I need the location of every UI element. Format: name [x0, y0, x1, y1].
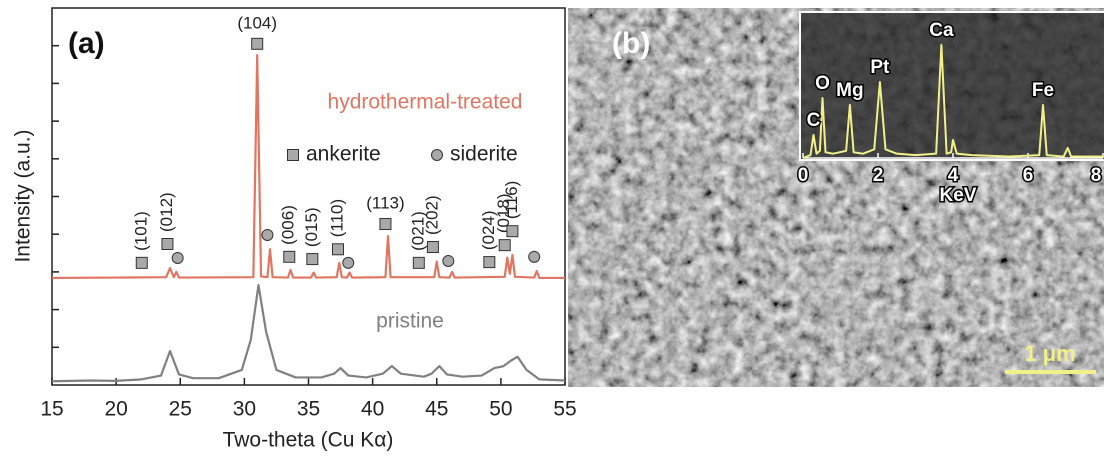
x-tick-label: 40	[361, 398, 384, 421]
marker-circle	[171, 251, 184, 264]
x-tick-label: 50	[489, 398, 512, 421]
panel-label: (a)	[68, 27, 105, 60]
panel-label: (b)	[612, 27, 650, 60]
marker-square	[506, 225, 519, 238]
legend-marker	[287, 149, 299, 161]
marker-circle	[442, 254, 455, 267]
data-line	[51, 54, 565, 280]
peak-label: (012)	[157, 192, 176, 232]
inset-x-tick-label: 4	[948, 165, 959, 186]
inset-peak-label: Ca	[929, 20, 954, 41]
x-tick-label: 30	[233, 398, 256, 421]
inset-peak-label: Mg	[836, 80, 863, 101]
inset-x-tick-label: 8	[1091, 165, 1102, 186]
peak-label: (104)	[237, 13, 277, 32]
marker-square	[161, 238, 174, 251]
peak-label: (018)	[494, 193, 513, 233]
peak-label: (110)	[327, 199, 346, 237]
peak-label: (006)	[279, 205, 298, 245]
legend-label: ankerite	[306, 143, 381, 166]
marker-square	[426, 241, 439, 254]
peak-label: (101)	[131, 211, 150, 251]
x-tick-label: 25	[169, 398, 192, 421]
peak-label: (024)	[479, 210, 498, 250]
data-line	[51, 284, 566, 383]
series-label: pristine	[376, 310, 444, 333]
marker-square	[135, 256, 148, 269]
peak-label: (113)	[366, 194, 404, 213]
inset-peak-label: O	[815, 73, 830, 94]
inset-peak-label: Fe	[1032, 80, 1054, 101]
marker-square	[306, 253, 319, 266]
marker-circle	[342, 256, 355, 269]
series-label: hydrothermal-treated	[328, 91, 523, 114]
eds-inset-frame	[799, 11, 1104, 161]
peak-label: (021)	[408, 211, 427, 251]
legend-marker	[431, 149, 443, 161]
peak-label: (015)	[302, 207, 321, 247]
x-tick-label: 15	[40, 398, 63, 421]
x-tick-label: 35	[297, 398, 320, 421]
inset-x-tick-label: 0	[798, 165, 809, 186]
inset-x-axis-title: KeV	[940, 185, 977, 206]
x-tick-label: 55	[553, 398, 576, 421]
plot-frame	[51, 7, 566, 386]
inset-peak-label: C	[807, 110, 821, 131]
inset-peak-label: Pt	[870, 57, 890, 78]
x-tick-label: 20	[104, 398, 127, 421]
data-line	[802, 43, 1103, 159]
x-tick-label: 45	[425, 398, 448, 421]
marker-square	[379, 218, 392, 231]
marker-square	[412, 256, 425, 269]
inset-x-tick-label: 2	[873, 165, 884, 186]
scale-bar-label: 1 μm	[1024, 341, 1075, 366]
peak-label: (202)	[422, 195, 441, 235]
marker-square	[498, 239, 511, 252]
peak-label: (116)	[502, 181, 521, 219]
x-axis-title: Two-theta (Cu Kα)	[223, 429, 394, 452]
marker-square	[283, 250, 296, 263]
marker-circle	[261, 228, 274, 241]
marker-circle	[528, 250, 541, 263]
marker-square	[251, 37, 264, 50]
inset-x-tick-label: 6	[1023, 165, 1034, 186]
marker-square	[483, 256, 496, 269]
marker-square	[331, 243, 344, 256]
legend-label: siderite	[450, 143, 518, 166]
sem-image	[568, 8, 1104, 387]
y-axis-title: Intensity (a.u.)	[12, 129, 35, 262]
